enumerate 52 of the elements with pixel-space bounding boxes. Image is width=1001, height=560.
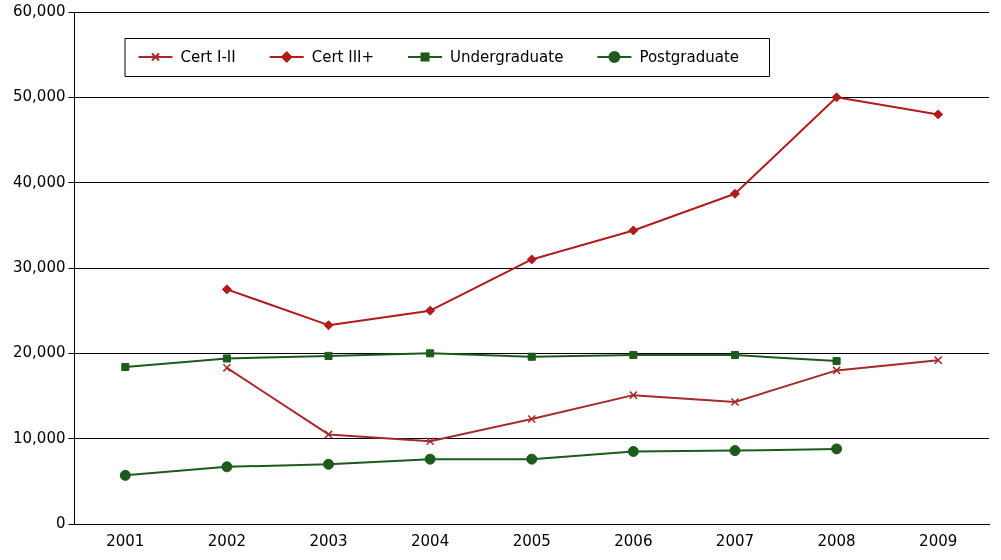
point [121, 362, 130, 372]
x-tick-label: 2008 [817, 531, 856, 550]
point [119, 469, 131, 481]
x-tick-label: 2003 [309, 531, 348, 550]
legend-label: Postgraduate [639, 47, 740, 66]
x-tick-label: 2005 [512, 531, 551, 550]
x-tick-label: 2006 [614, 531, 653, 550]
point [425, 436, 435, 446]
point [324, 351, 333, 360]
point [627, 445, 639, 457]
point [324, 430, 333, 439]
point [526, 453, 538, 465]
legend-label: Cert III+ [311, 47, 375, 66]
x-tick-label: 2002 [207, 531, 246, 550]
point [729, 188, 740, 199]
point [629, 351, 638, 360]
y-tick-label: 0 [55, 513, 66, 532]
x-tick-label: 2001 [106, 531, 145, 550]
point [323, 458, 335, 470]
point [527, 352, 536, 361]
point [832, 366, 841, 375]
point [323, 320, 334, 331]
point [426, 349, 435, 358]
legend-label: Cert I-II [180, 47, 236, 66]
point [730, 351, 739, 360]
point [629, 390, 638, 400]
y-tick-label: 50,000 [12, 87, 66, 106]
y-tick-label: 10,000 [12, 428, 66, 447]
point [425, 305, 436, 316]
point [831, 443, 843, 455]
point [730, 397, 740, 407]
point [933, 109, 944, 120]
y-tick-label: 20,000 [12, 343, 66, 362]
y-tick-label: 30,000 [12, 257, 66, 276]
x-tick-label: 2009 [919, 531, 958, 550]
point [221, 284, 232, 295]
point [222, 363, 232, 373]
y-tick-label: 40,000 [12, 172, 66, 191]
point [526, 254, 537, 265]
point [222, 354, 231, 363]
legend-label: Undergraduate [450, 47, 564, 66]
point [424, 453, 436, 465]
x-tick-label: 2004 [411, 531, 450, 550]
x-tick-label: 2007 [715, 531, 755, 550]
point [933, 355, 943, 365]
point [832, 356, 841, 366]
point [729, 445, 741, 457]
y-tick-label: 60,000 [12, 1, 66, 20]
point [628, 225, 639, 236]
point [831, 92, 842, 103]
point [527, 414, 537, 424]
point [221, 461, 233, 473]
